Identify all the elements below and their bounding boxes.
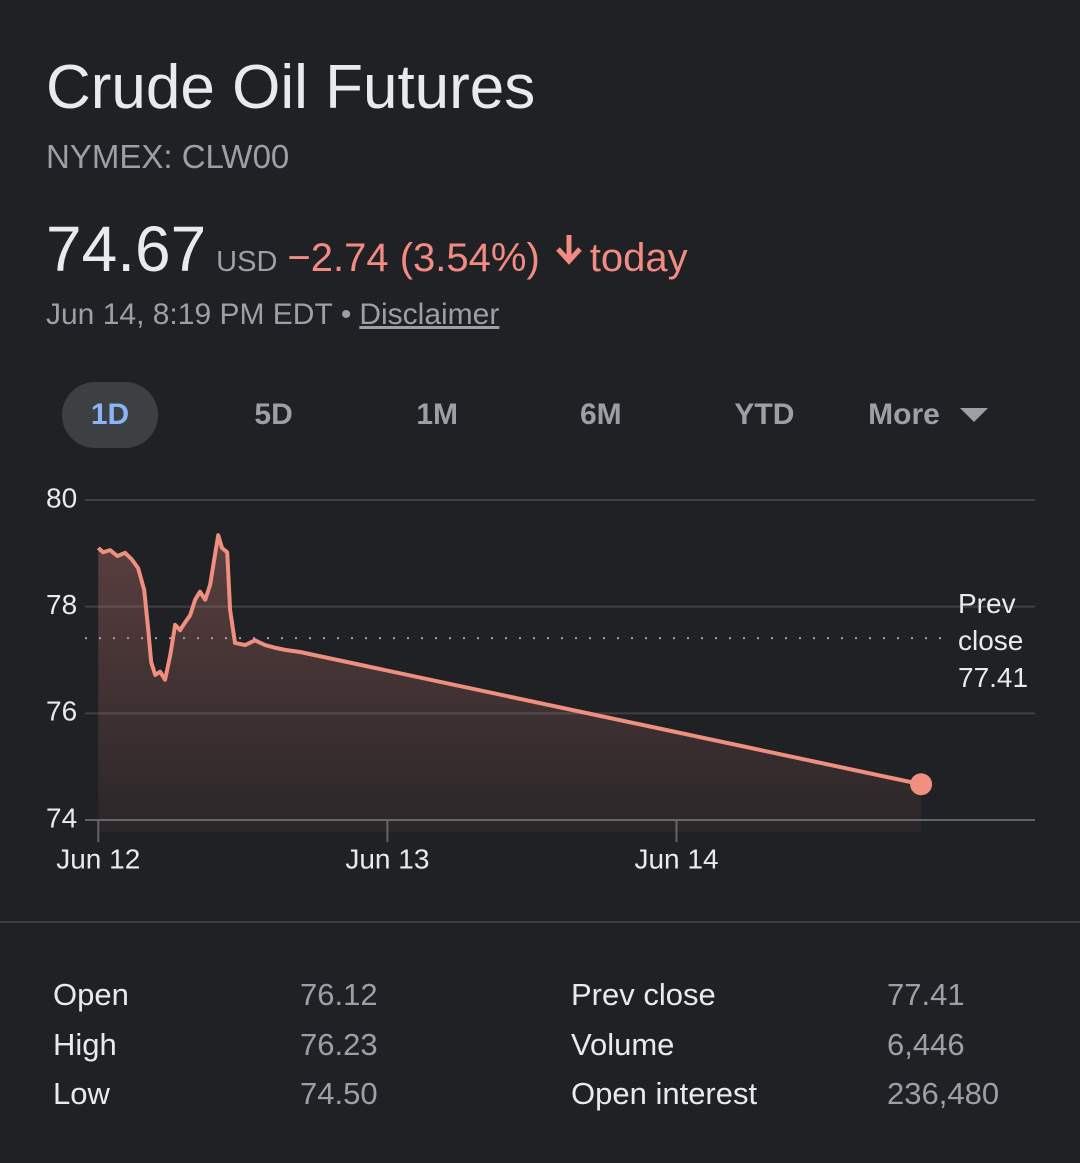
stat-value: 74.50 (300, 1076, 378, 1111)
last-point (910, 773, 933, 796)
range-tab[interactable]: 1D (62, 382, 158, 448)
exchange-symbol: NYMEX: CLW00 (46, 138, 290, 175)
range-tab[interactable]: 6M (553, 382, 649, 448)
range-tab[interactable]: 5D (226, 382, 322, 448)
stat-value: 76.12 (300, 977, 378, 1012)
stat-label: Volume (571, 1026, 675, 1062)
x-tick-label: Jun 14 (634, 843, 718, 874)
area (98, 535, 922, 832)
currency: USD (216, 246, 278, 278)
reference-label: Prev close (958, 588, 1024, 656)
tab-label: 1D (90, 398, 130, 431)
time-row: Jun 14, 8:19 PM EDT • Disclaimer (46, 298, 499, 332)
tab-label: 6M (579, 398, 622, 431)
tab-label: YTD (734, 398, 795, 431)
stat-label: Open interest (571, 1076, 758, 1111)
dropdown-icon (959, 408, 988, 422)
tab-label: 5D (254, 398, 293, 431)
title: Crude Oil Futures (46, 53, 536, 122)
y-tick-label: 78 (46, 589, 77, 620)
range-tab[interactable]: More (858, 382, 998, 448)
stat-label: Open (53, 977, 129, 1012)
disclaimer-link[interactable]: Disclaimer (359, 298, 500, 331)
chart: 74 76 78 80 Jun 12 Jun 13 Jun 14 (46, 482, 1035, 874)
reference-value: 77.41 (958, 662, 1029, 693)
period: today (589, 236, 688, 280)
down-arrow-icon (555, 235, 582, 265)
stat-label: Prev close (571, 977, 716, 1012)
tab-label: More (868, 398, 940, 431)
timestamp: Jun 14, 8:19 PM EDT (46, 298, 333, 331)
stat-value: 236,480 (887, 1076, 1000, 1111)
price-line (96, 533, 922, 787)
stat-value: 76.23 (300, 1026, 378, 1062)
y-tick-label: 76 (46, 696, 77, 727)
tab-label: 1M (416, 398, 459, 431)
stat-label: High (53, 1026, 117, 1062)
prev-close-label: Prev close 77.41 (958, 585, 1038, 696)
separator: • (340, 298, 352, 331)
stat-value: 6,446 (887, 1026, 965, 1062)
range-tab[interactable]: 1M (389, 382, 485, 448)
price-row: 74.67 USD −2.74 (3.54%) today (46, 212, 688, 286)
stat-label: Low (53, 1076, 110, 1111)
divider (0, 921, 1080, 923)
x-tick-label: Jun 12 (56, 843, 140, 874)
range-tab[interactable]: YTD (716, 382, 812, 448)
price: 74.67 (46, 213, 207, 285)
y-tick-label: 74 (46, 802, 77, 833)
x-tick-label: Jun 13 (345, 843, 429, 874)
change: −2.74 (3.54%) (287, 236, 540, 280)
stat-value: 77.41 (887, 977, 965, 1012)
y-tick-label: 80 (46, 482, 77, 513)
